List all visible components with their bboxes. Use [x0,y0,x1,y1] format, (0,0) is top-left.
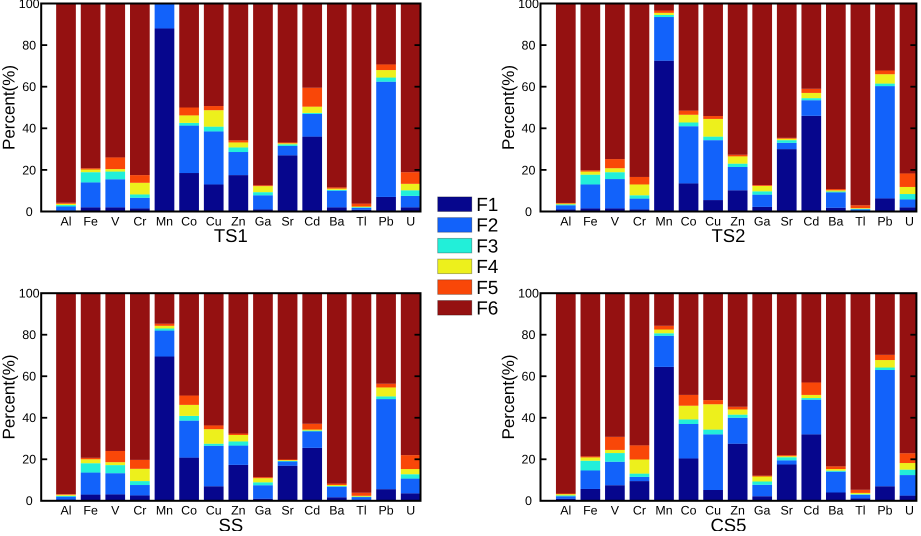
svg-text:Cr: Cr [133,504,146,518]
svg-text:Sr: Sr [781,504,793,518]
svg-text:Co: Co [681,214,697,228]
svg-text:V: V [611,504,620,518]
svg-text:F1: F1 [476,195,498,216]
svg-text:60: 60 [22,370,36,384]
svg-text:Mn: Mn [655,214,672,228]
svg-text:TS2: TS2 [711,225,745,246]
svg-text:Fe: Fe [83,504,98,518]
svg-text:Ga: Ga [255,504,272,518]
svg-text:Sr: Sr [281,504,293,518]
svg-text:Cd: Cd [803,214,819,228]
svg-text:60: 60 [22,80,36,94]
svg-text:20: 20 [522,163,536,177]
svg-text:Ga: Ga [754,214,771,228]
svg-text:Sr: Sr [281,214,293,228]
svg-text:Ga: Ga [754,504,771,518]
svg-text:40: 40 [522,122,536,136]
svg-text:100: 100 [518,0,539,11]
svg-text:Tl: Tl [356,504,366,518]
svg-text:80: 80 [22,328,36,342]
svg-text:Ba: Ba [828,504,843,518]
svg-text:Percent(%): Percent(%) [499,65,518,150]
svg-text:V: V [111,214,120,228]
svg-text:0: 0 [525,205,532,219]
svg-text:0: 0 [525,494,532,508]
svg-text:V: V [111,504,120,518]
svg-text:Al: Al [60,504,71,518]
svg-text:F3: F3 [476,236,498,257]
svg-text:Mn: Mn [156,504,173,518]
svg-text:40: 40 [522,411,536,425]
svg-text:Tl: Tl [356,214,366,228]
svg-text:CS5: CS5 [710,514,746,531]
svg-text:40: 40 [22,411,36,425]
svg-text:Percent(%): Percent(%) [499,354,518,439]
svg-text:Co: Co [181,214,197,228]
svg-text:Ba: Ba [828,214,843,228]
svg-text:20: 20 [522,453,536,467]
svg-text:SS: SS [219,514,244,531]
svg-text:Cd: Cd [304,504,320,518]
svg-text:Tl: Tl [855,214,865,228]
svg-text:U: U [406,214,415,228]
svg-text:Percent(%): Percent(%) [0,65,19,150]
svg-text:F4: F4 [476,257,499,278]
svg-text:80: 80 [522,39,536,53]
svg-text:80: 80 [522,328,536,342]
svg-text:Fe: Fe [583,504,598,518]
svg-text:U: U [406,504,415,518]
svg-text:100: 100 [19,0,40,11]
svg-text:Mn: Mn [156,214,173,228]
svg-text:Pb: Pb [378,504,393,518]
svg-text:Fe: Fe [83,214,98,228]
svg-text:F6: F6 [476,299,498,320]
svg-text:Pb: Pb [378,214,393,228]
svg-text:Pb: Pb [877,504,892,518]
svg-text:20: 20 [22,453,36,467]
svg-text:Sr: Sr [781,214,793,228]
svg-text:V: V [611,214,620,228]
svg-text:Co: Co [681,504,697,518]
svg-text:Fe: Fe [583,214,598,228]
svg-text:Co: Co [181,504,197,518]
svg-text:Al: Al [560,214,571,228]
svg-text:U: U [905,214,914,228]
svg-text:80: 80 [22,39,36,53]
svg-text:Ga: Ga [255,214,272,228]
svg-text:Al: Al [60,214,71,228]
svg-text:Ba: Ba [329,504,344,518]
svg-text:0: 0 [26,205,33,219]
svg-text:60: 60 [522,370,536,384]
svg-text:Cd: Cd [803,504,819,518]
svg-text:Mn: Mn [655,504,672,518]
svg-text:100: 100 [518,287,539,301]
svg-text:Cr: Cr [633,504,646,518]
svg-text:TS1: TS1 [214,225,248,246]
svg-text:Al: Al [560,504,571,518]
svg-text:U: U [905,504,914,518]
svg-text:Percent(%): Percent(%) [0,354,19,439]
svg-text:Pb: Pb [877,214,892,228]
svg-text:100: 100 [19,287,40,301]
svg-text:Cr: Cr [633,214,646,228]
svg-text:F5: F5 [476,278,498,299]
svg-text:40: 40 [22,122,36,136]
svg-text:Ba: Ba [329,214,344,228]
svg-text:20: 20 [22,163,36,177]
svg-text:60: 60 [522,80,536,94]
svg-text:Tl: Tl [855,504,865,518]
svg-text:F2: F2 [476,216,498,237]
svg-text:Cr: Cr [133,214,146,228]
svg-text:Cd: Cd [304,214,320,228]
svg-text:0: 0 [26,494,33,508]
